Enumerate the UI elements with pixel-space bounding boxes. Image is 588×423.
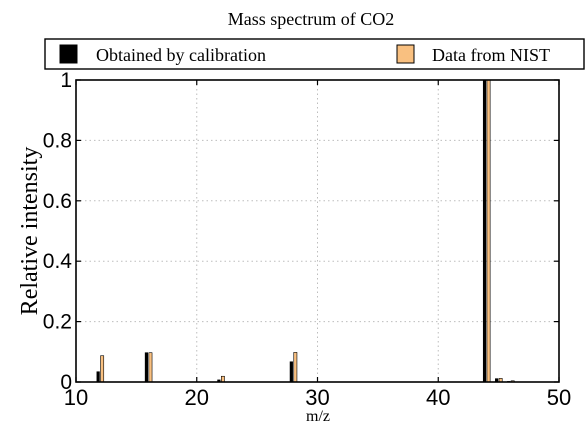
x-tick-label: 30 xyxy=(305,385,329,410)
legend-label-obtained-by-calibration: Obtained by calibration xyxy=(96,45,266,65)
x-tick-label: 20 xyxy=(185,385,209,410)
legend-swatch-data-from-nist xyxy=(396,44,415,64)
legend-swatch-obtained-by-calibration xyxy=(59,44,78,64)
y-tick-label: 0.8 xyxy=(43,129,72,152)
bar-obtained-by-calibration-28 xyxy=(289,361,293,382)
bar-data-from-nist-22 xyxy=(221,375,225,383)
y-tick-label: 0.6 xyxy=(43,190,72,213)
bar-obtained-by-calibration-45 xyxy=(495,378,499,382)
bar-data-from-nist-44 xyxy=(486,79,491,383)
axes: 10 20 30 40 50 0 0.2 0.4 0.6 0.8 1 xyxy=(43,69,571,410)
x-tick-label: 40 xyxy=(426,385,450,410)
plot-area xyxy=(75,79,560,383)
x-tick-label: 10 xyxy=(64,385,88,410)
bar-obtained-by-calibration-16 xyxy=(144,352,149,382)
bar-obtained-by-calibration-12 xyxy=(96,371,100,382)
grid-lines xyxy=(76,80,559,382)
y-axis-label: Relative intensity xyxy=(17,147,43,316)
chart-legend: Obtained by calibration Data from NIST xyxy=(44,38,585,70)
x-axis-label: m/z xyxy=(306,408,330,423)
legend-box xyxy=(44,38,585,70)
bar-obtained-by-calibration-22 xyxy=(217,379,221,382)
bar-data-from-nist-16 xyxy=(148,352,153,383)
y-tick-label: 1 xyxy=(60,69,72,92)
y-tick-label: 0.2 xyxy=(43,311,72,334)
chart-title: Mass spectrum of CO2 xyxy=(228,9,394,29)
bar-obtained-by-calibration-44 xyxy=(482,80,487,382)
y-tick-label: 0 xyxy=(60,371,72,394)
y-tick-label: 0.4 xyxy=(43,250,73,273)
legend-label-data-from-nist: Data from NIST xyxy=(432,45,550,65)
bar-data-from-nist-12 xyxy=(100,355,105,383)
x-tick-label: 50 xyxy=(547,385,571,410)
bar-data-from-nist-28 xyxy=(293,352,298,383)
